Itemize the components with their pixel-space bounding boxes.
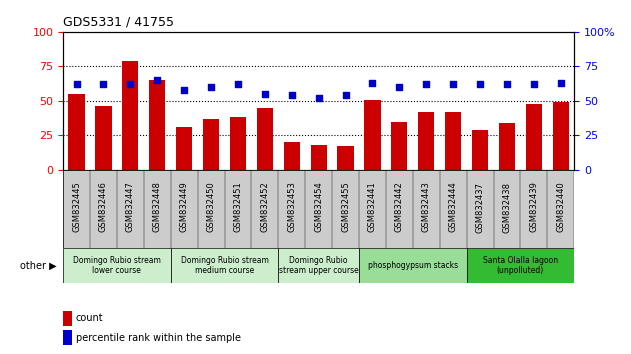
Bar <box>63 330 73 345</box>
Text: percentile rank within the sample: percentile rank within the sample <box>76 332 241 343</box>
Bar <box>364 99 380 170</box>
Text: Santa Olalla lagoon
(unpolluted): Santa Olalla lagoon (unpolluted) <box>483 256 558 275</box>
Bar <box>95 107 112 170</box>
Text: GSM832454: GSM832454 <box>314 182 323 232</box>
Point <box>71 81 81 87</box>
Point <box>260 91 270 97</box>
Text: other ▶: other ▶ <box>20 261 57 270</box>
Text: GSM832453: GSM832453 <box>287 182 296 233</box>
Bar <box>203 119 219 170</box>
Point <box>179 87 189 93</box>
Text: GSM832446: GSM832446 <box>99 182 108 233</box>
Text: GSM832441: GSM832441 <box>368 182 377 232</box>
Bar <box>526 104 542 170</box>
Point <box>286 92 297 98</box>
Bar <box>63 311 73 326</box>
Bar <box>230 118 246 170</box>
Text: GSM832452: GSM832452 <box>261 182 269 232</box>
Bar <box>338 147 353 170</box>
Bar <box>553 102 569 170</box>
Point <box>448 81 458 87</box>
Bar <box>284 142 300 170</box>
Bar <box>171 248 278 283</box>
Text: GSM832449: GSM832449 <box>180 182 189 232</box>
Bar <box>359 248 466 283</box>
Text: GSM832440: GSM832440 <box>557 182 565 232</box>
Point <box>502 81 512 87</box>
Text: GSM832437: GSM832437 <box>476 182 485 233</box>
Text: GSM832444: GSM832444 <box>449 182 457 232</box>
Point <box>422 81 432 87</box>
Text: GSM832450: GSM832450 <box>206 182 216 232</box>
Text: GSM832442: GSM832442 <box>395 182 404 232</box>
Bar <box>257 108 273 170</box>
Point <box>529 81 539 87</box>
Bar <box>310 145 327 170</box>
Point <box>98 81 109 87</box>
Point <box>394 84 404 90</box>
Text: Domingo Rubio
stream upper course: Domingo Rubio stream upper course <box>279 256 358 275</box>
Text: GSM832455: GSM832455 <box>341 182 350 232</box>
Bar <box>391 122 408 170</box>
Text: Domingo Rubio stream
medium course: Domingo Rubio stream medium course <box>180 256 268 275</box>
Bar <box>418 112 434 170</box>
Text: GSM832439: GSM832439 <box>529 182 538 233</box>
Point <box>341 92 351 98</box>
Text: GSM832443: GSM832443 <box>422 182 431 233</box>
Bar <box>472 130 488 170</box>
Bar <box>149 80 165 170</box>
Point <box>475 81 485 87</box>
Text: Domingo Rubio stream
lower course: Domingo Rubio stream lower course <box>73 256 161 275</box>
Text: count: count <box>76 313 103 324</box>
Point <box>206 84 216 90</box>
Point <box>314 95 324 101</box>
Text: GSM832451: GSM832451 <box>233 182 242 232</box>
Bar <box>466 248 574 283</box>
Text: GDS5331 / 41755: GDS5331 / 41755 <box>63 15 174 28</box>
Bar <box>278 248 359 283</box>
Text: phosphogypsum stacks: phosphogypsum stacks <box>368 261 458 270</box>
Point <box>126 81 136 87</box>
Text: GSM832448: GSM832448 <box>153 182 162 233</box>
Text: GSM832445: GSM832445 <box>72 182 81 232</box>
Point <box>152 77 162 83</box>
Text: GSM832447: GSM832447 <box>126 182 135 233</box>
Bar <box>63 248 171 283</box>
Bar <box>176 127 192 170</box>
Bar <box>499 123 515 170</box>
Bar <box>69 94 85 170</box>
Text: GSM832438: GSM832438 <box>502 182 512 233</box>
Bar <box>122 61 138 170</box>
Point <box>367 80 377 86</box>
Bar <box>445 112 461 170</box>
Point <box>233 81 243 87</box>
Point <box>556 80 566 86</box>
